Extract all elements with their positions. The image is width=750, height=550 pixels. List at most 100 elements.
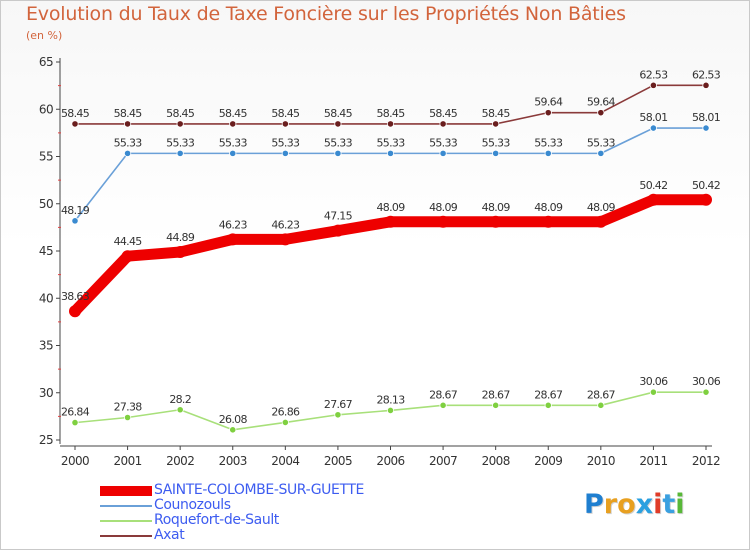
proxiti-logo: Proxiti bbox=[584, 489, 685, 520]
logo-letter: r bbox=[603, 489, 618, 520]
data-label: 46.23 bbox=[271, 218, 300, 231]
legend-label: Counozouls bbox=[154, 497, 231, 513]
data-label: 28.67 bbox=[429, 388, 458, 401]
data-label: 48.09 bbox=[534, 201, 563, 214]
y-tick-label: 25 bbox=[39, 433, 53, 447]
legend-label: SAINTE-COLOMBE-SUR-GUETTE bbox=[154, 482, 364, 498]
data-point bbox=[123, 413, 132, 422]
data-point bbox=[176, 406, 184, 414]
data-point bbox=[489, 215, 502, 228]
x-tick-label: 2003 bbox=[219, 454, 247, 468]
data-point bbox=[492, 401, 500, 409]
x-tick-label: 2000 bbox=[61, 454, 89, 468]
data-label: 48.09 bbox=[429, 201, 458, 214]
data-label: 44.89 bbox=[166, 231, 195, 244]
data-point bbox=[386, 120, 395, 128]
y-tick-label: 65 bbox=[39, 55, 53, 69]
data-point bbox=[649, 81, 658, 89]
data-point bbox=[121, 250, 134, 263]
x-tick-label: 2009 bbox=[534, 454, 562, 468]
data-label: 58.45 bbox=[219, 107, 248, 120]
data-point bbox=[123, 149, 132, 157]
data-label: 50.42 bbox=[639, 179, 667, 192]
legend-label: Axat bbox=[154, 527, 185, 543]
data-point bbox=[331, 224, 344, 237]
data-point bbox=[492, 149, 500, 157]
legend-item: SAINTE-COLOMBE-SUR-GUETTE bbox=[100, 483, 480, 498]
data-point bbox=[647, 193, 660, 206]
data-label: 48.09 bbox=[377, 201, 406, 214]
data-label: 55.33 bbox=[429, 136, 458, 149]
legend-swatch bbox=[100, 505, 152, 507]
data-label: 30.06 bbox=[692, 375, 721, 388]
data-label: 47.15 bbox=[324, 210, 353, 223]
data-point bbox=[281, 418, 289, 427]
legend-swatch bbox=[100, 486, 152, 496]
data-point bbox=[544, 109, 552, 117]
data-point bbox=[123, 120, 132, 128]
data-label: 58.45 bbox=[114, 107, 143, 120]
data-point bbox=[71, 120, 79, 128]
legend-item: Axat bbox=[100, 528, 480, 543]
data-label: 46.23 bbox=[219, 218, 248, 231]
data-point bbox=[544, 149, 552, 157]
data-point bbox=[439, 149, 447, 157]
x-tick-label: 2004 bbox=[271, 454, 299, 468]
data-label: 28.13 bbox=[377, 393, 406, 406]
data-label: 55.33 bbox=[587, 136, 616, 149]
data-point bbox=[334, 120, 342, 128]
data-point bbox=[229, 120, 237, 128]
data-point bbox=[226, 233, 239, 246]
data-label: 38.63 bbox=[61, 290, 90, 303]
data-point bbox=[71, 419, 79, 427]
x-tick-label: 2011 bbox=[639, 454, 667, 468]
logo-letter: t bbox=[662, 489, 676, 520]
data-label: 26.86 bbox=[271, 405, 300, 418]
data-label: 28.67 bbox=[534, 388, 563, 401]
data-label: 30.06 bbox=[639, 375, 668, 388]
logo-letter: x bbox=[635, 489, 654, 520]
data-point bbox=[649, 124, 658, 132]
data-label: 27.38 bbox=[114, 401, 143, 414]
data-label: 58.45 bbox=[166, 107, 195, 120]
data-point bbox=[702, 388, 710, 396]
data-point bbox=[386, 149, 395, 157]
data-point bbox=[544, 401, 552, 409]
data-label: 55.33 bbox=[271, 136, 300, 149]
data-label: 28.2 bbox=[169, 393, 191, 406]
logo-letter: i bbox=[675, 489, 685, 520]
data-label: 48.19 bbox=[61, 204, 90, 217]
data-label: 26.08 bbox=[219, 413, 248, 426]
y-tick-label: 45 bbox=[39, 244, 53, 258]
data-label: 50.42 bbox=[692, 179, 720, 192]
data-label: 27.67 bbox=[324, 398, 353, 411]
data-label: 55.33 bbox=[324, 136, 353, 149]
data-label: 48.09 bbox=[587, 201, 616, 214]
legend-item: Counozouls bbox=[100, 498, 480, 513]
data-point bbox=[702, 81, 710, 89]
data-label: 55.33 bbox=[534, 136, 563, 149]
data-point bbox=[542, 215, 555, 228]
data-point bbox=[439, 401, 447, 409]
data-label: 59.64 bbox=[587, 96, 616, 109]
y-tick-label: 60 bbox=[39, 102, 53, 116]
data-label: 58.45 bbox=[429, 107, 458, 120]
x-tick-label: 2002 bbox=[166, 454, 194, 468]
data-point bbox=[597, 401, 605, 409]
data-label: 58.01 bbox=[639, 111, 667, 124]
data-point bbox=[597, 149, 605, 157]
data-point bbox=[700, 193, 712, 206]
data-label: 62.53 bbox=[639, 68, 668, 81]
data-point bbox=[174, 246, 187, 259]
data-point bbox=[229, 149, 237, 157]
data-point bbox=[281, 149, 289, 157]
logo-letter: P bbox=[584, 489, 604, 520]
data-point bbox=[334, 411, 342, 419]
y-tick-label: 40 bbox=[39, 291, 53, 305]
x-tick-label: 2006 bbox=[376, 454, 404, 468]
data-label: 58.45 bbox=[61, 107, 90, 120]
legend-swatch bbox=[100, 520, 152, 522]
data-point bbox=[439, 120, 447, 128]
